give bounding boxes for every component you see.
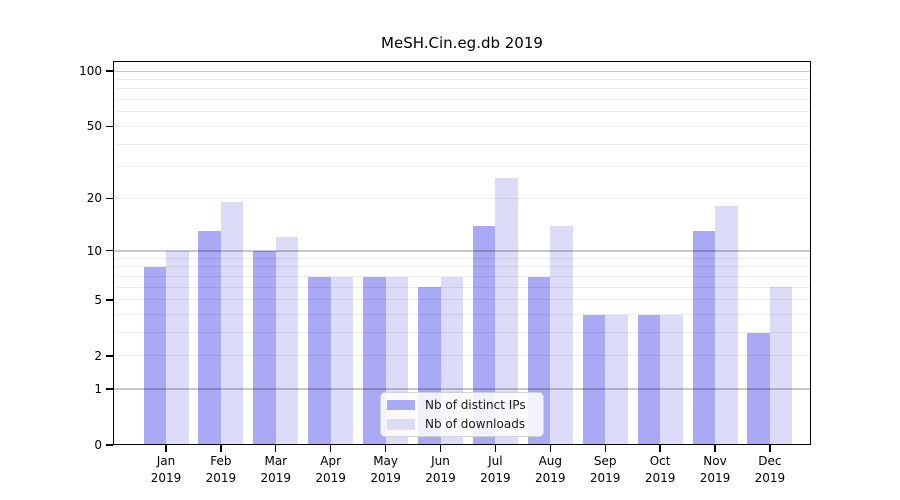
bar-downloads-mar xyxy=(275,237,299,445)
gridline-major-100 xyxy=(113,70,811,72)
gridline-minor-50 xyxy=(113,125,811,127)
bar-ips-sep xyxy=(582,314,606,445)
gridline-minor-70 xyxy=(113,99,811,101)
x-axis-label-mar: Mar 2019 xyxy=(260,454,292,485)
gridline-minor-3 xyxy=(113,332,811,334)
bar-ips-dec xyxy=(747,332,770,445)
x-axis-label-jul: Jul 2019 xyxy=(480,454,511,485)
bar-downloads-feb xyxy=(220,202,244,445)
bar-downloads-dec xyxy=(769,287,793,445)
y-axis-tick-1 xyxy=(106,388,113,390)
y-axis-tick-20 xyxy=(106,197,113,200)
bar-downloads-sep xyxy=(605,314,628,445)
bar-ips-jan xyxy=(143,267,166,445)
gridline-minor-90 xyxy=(113,79,811,81)
x-axis-label-nov: Nov 2019 xyxy=(699,454,731,485)
bar-downloads-apr xyxy=(330,276,354,445)
x-axis-label-dec: Dec 2019 xyxy=(754,454,786,485)
legend: Nb of distinct IPs Nb of downloads xyxy=(380,392,544,437)
gridline-minor-40 xyxy=(113,143,811,145)
gridline-major-10 xyxy=(113,250,811,252)
bar-downloads-aug xyxy=(550,225,573,445)
bar-ips-feb xyxy=(198,231,221,445)
y-axis-label-1: 1 xyxy=(94,381,102,396)
gridline-minor-4 xyxy=(113,314,811,316)
bar-downloads-nov xyxy=(715,206,738,445)
bar-ips-nov xyxy=(692,231,715,445)
x-axis-label-aug: Aug 2019 xyxy=(535,454,566,485)
y-axis-tick-2 xyxy=(106,355,113,357)
gridline-minor-7 xyxy=(113,276,811,278)
gridline-major-1 xyxy=(113,388,811,390)
y-axis-label-100: 100 xyxy=(79,64,102,79)
gridline-minor-9 xyxy=(113,257,811,259)
x-axis-tick-jul xyxy=(494,445,497,452)
legend-entry-downloads: Nb of downloads xyxy=(381,415,543,435)
x-axis-tick-nov xyxy=(714,445,716,452)
bar-ips-oct xyxy=(637,314,661,445)
x-axis-tick-jan xyxy=(165,445,167,452)
y-axis-tick-50 xyxy=(106,125,113,128)
x-axis-label-jun: Jun 2019 xyxy=(425,454,456,485)
x-axis-label-may: May 2019 xyxy=(370,454,401,485)
gridline-minor-5 xyxy=(113,299,811,301)
gridline-minor-20 xyxy=(113,197,811,199)
bar-ips-mar xyxy=(253,250,276,445)
x-axis-label-sep: Sep 2019 xyxy=(589,454,621,485)
bar-downloads-jan xyxy=(166,250,189,445)
x-axis-tick-dec xyxy=(769,445,771,452)
x-axis-tick-sep xyxy=(604,445,606,452)
x-axis-label-feb: Feb 2019 xyxy=(205,454,237,485)
y-axis-label-20: 20 xyxy=(86,191,102,206)
gridline-minor-8 xyxy=(113,266,811,268)
y-axis-tick-5 xyxy=(106,299,113,301)
y-axis-label-2: 2 xyxy=(94,348,102,363)
legend-swatch-downloads-icon xyxy=(387,419,415,430)
x-axis-tick-feb xyxy=(220,445,222,452)
legend-label-downloads: Nb of downloads xyxy=(425,417,526,432)
x-axis-tick-may xyxy=(384,445,387,452)
bar-downloads-oct xyxy=(660,314,683,445)
x-axis-label-oct: Oct 2019 xyxy=(644,454,676,485)
x-axis-label-jan: Jan 2019 xyxy=(150,454,182,485)
gridline-minor-80 xyxy=(113,88,811,90)
bar-ips-may xyxy=(363,276,386,445)
plot-area xyxy=(113,61,811,445)
gridline-minor-6 xyxy=(113,286,811,288)
x-axis-tick-apr xyxy=(330,445,332,452)
x-axis-label-apr: Apr 2019 xyxy=(315,454,346,485)
x-axis-tick-aug xyxy=(549,445,551,452)
y-axis-tick-100 xyxy=(106,70,113,72)
y-axis-label-10: 10 xyxy=(86,243,102,258)
bar-ips-apr xyxy=(308,276,331,445)
gridline-minor-30 xyxy=(113,166,811,168)
x-axis-tick-mar xyxy=(275,445,277,452)
legend-swatch-ips-icon xyxy=(387,399,415,410)
legend-label-ips: Nb of distinct IPs xyxy=(425,397,526,412)
bar-ips-jul xyxy=(472,225,496,445)
y-axis-label-5: 5 xyxy=(94,292,102,307)
bar-downloads-jul xyxy=(495,177,518,445)
gridline-minor-60 xyxy=(113,111,811,113)
x-axis-tick-jun xyxy=(439,445,442,452)
y-axis-tick-10 xyxy=(106,250,113,252)
chart-title: MeSH.Cin.eg.db 2019 xyxy=(381,34,543,52)
y-axis-tick-0 xyxy=(106,444,113,446)
y-axis-label-0: 0 xyxy=(94,438,102,452)
y-axis-label-50: 50 xyxy=(86,119,102,134)
x-axis-tick-oct xyxy=(659,445,661,452)
gridline-minor-2 xyxy=(113,355,811,357)
legend-entry-distinct-ips: Nb of distinct IPs xyxy=(381,395,543,415)
